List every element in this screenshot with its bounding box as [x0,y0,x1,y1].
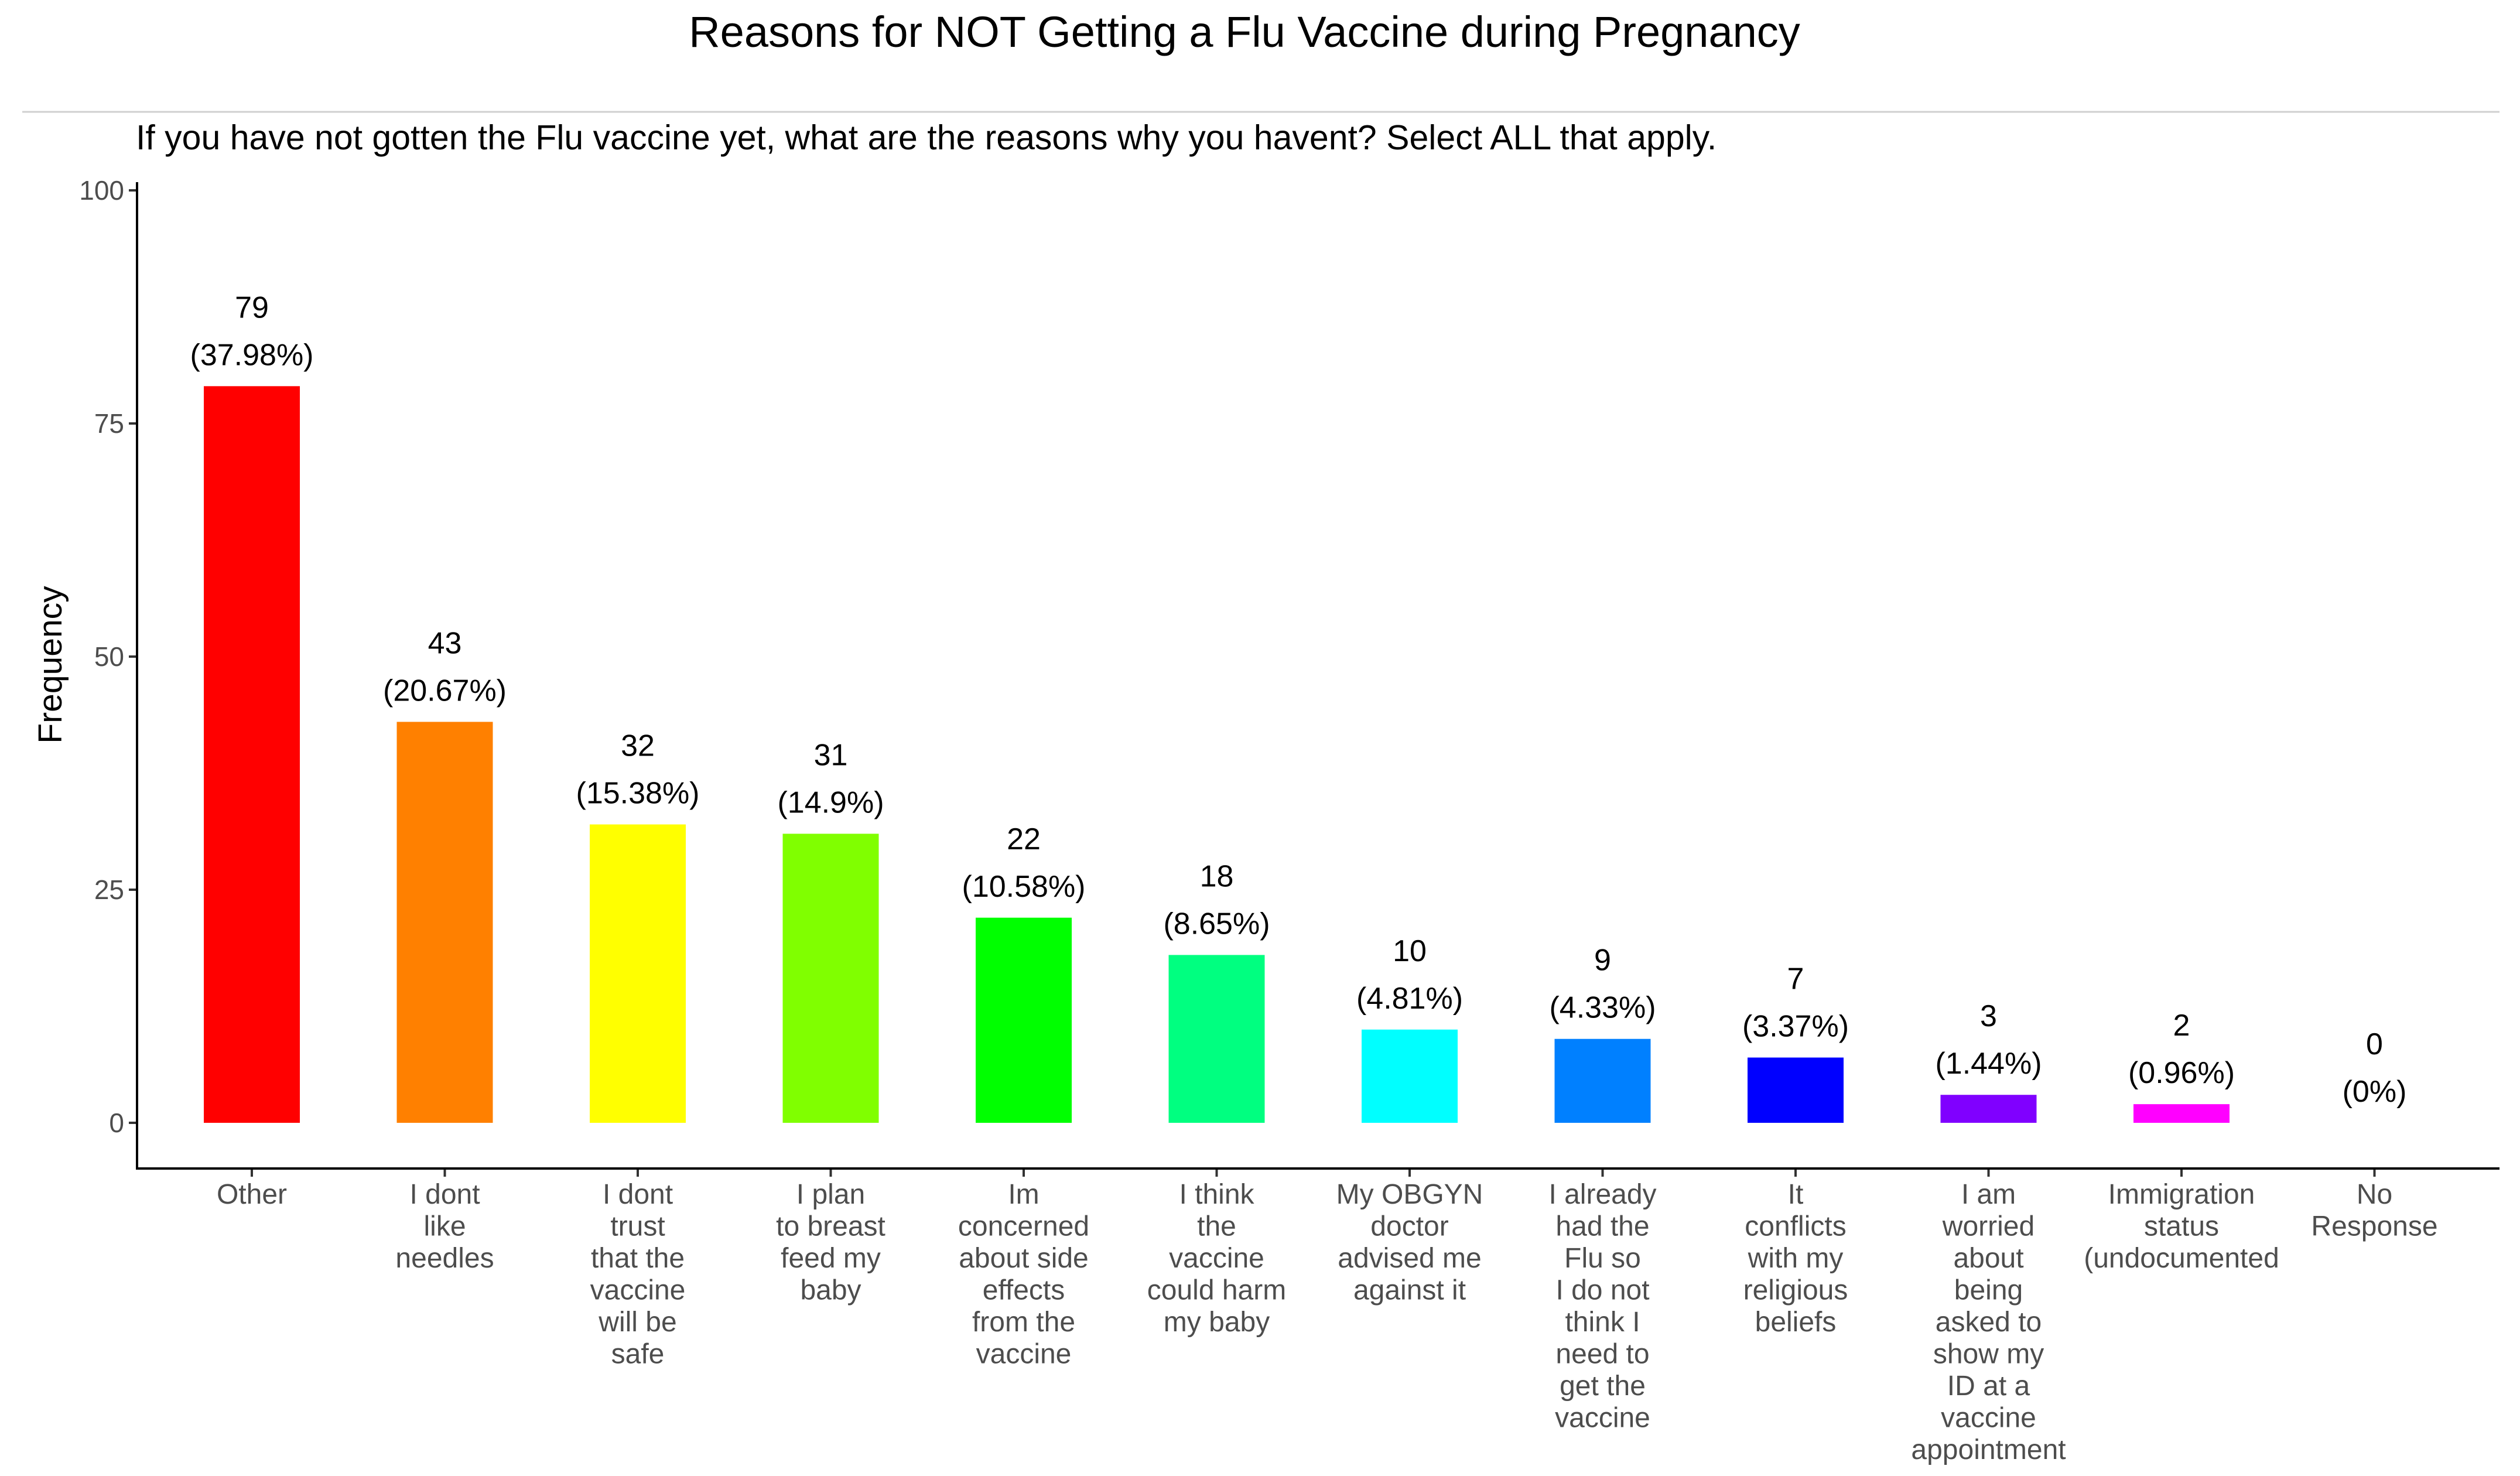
bar [204,386,300,1123]
bar [2133,1104,2230,1123]
x-tick-label: I think the vaccine could harm my baby [1147,1179,1286,1338]
bar [782,833,879,1123]
bar [1554,1038,1651,1123]
x-tick-label: My OBGYN doctor advised me against it [1336,1179,1483,1306]
data-label-percent: (4.33%) [1549,991,1656,1025]
bar [396,722,493,1123]
data-label-count: 79 [235,291,269,324]
x-tick-label: I dont trust that the vaccine will be safe [590,1179,686,1370]
x-tick-label: No Response [2311,1179,2437,1242]
x-tick-label: Other [217,1179,287,1210]
x-tick-label: Immigration status (undocumented [2084,1179,2279,1274]
data-label-count: 7 [1787,962,1804,996]
data-label-count: 0 [2366,1027,2383,1061]
bar [1748,1057,1844,1123]
y-tick-label: 100 [79,175,124,206]
chart-subtitle: If you have not gotten the Flu vaccine y… [136,118,1717,157]
bar [976,917,1072,1123]
data-label-count: 22 [1007,822,1041,856]
bar [1362,1029,1458,1123]
y-tick-label: 25 [94,874,124,905]
x-tick-label: Im concerned about side effects from the vacc… [958,1179,1089,1370]
y-tick-label: 50 [94,641,124,672]
x-tick-label: I plan to breast feed my baby [776,1179,885,1306]
bar [590,824,686,1123]
data-label-percent: (10.58%) [962,870,1086,904]
data-label-percent: (0%) [2343,1075,2407,1109]
bar [1940,1095,2037,1123]
data-label-percent: (0.96%) [2128,1056,2235,1090]
data-label-percent: (15.38%) [576,777,700,811]
data-label-count: 2 [2173,1009,2190,1043]
data-label-count: 31 [814,738,848,772]
data-label-percent: (3.37%) [1742,1010,1849,1044]
data-label-percent: (1.44%) [1935,1047,2042,1081]
x-tick-label: I am worried about being asked to show my ID a… [1911,1179,2066,1465]
y-tick-label: 0 [109,1108,124,1138]
data-label-count: 3 [1980,999,1997,1033]
chart-title: Reasons for NOT Getting a Flu Vaccine du… [689,8,1800,56]
x-tick-label: It conflicts with my religious beliefs [1743,1179,1848,1338]
data-label-count: 10 [1393,934,1427,968]
y-tick-label: 75 [94,408,124,439]
data-label-percent: (37.98%) [190,338,314,372]
data-label-count: 18 [1200,859,1234,893]
data-label-percent: (20.67%) [383,674,507,708]
data-label-count: 32 [621,729,655,763]
data-label-count: 43 [428,626,462,660]
data-label-percent: (8.65%) [1163,907,1270,941]
bar [1168,955,1265,1123]
data-label-percent: (14.9%) [777,785,884,819]
data-label-count: 9 [1594,944,1611,978]
y-axis-label: Frequency [32,586,69,744]
x-tick-label: I dont like needles [395,1179,494,1274]
data-label-percent: (4.81%) [1356,982,1463,1016]
